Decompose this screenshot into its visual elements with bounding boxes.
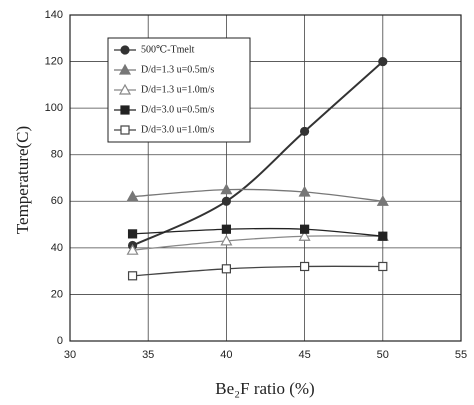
legend-label: D/d=3.0 u=0.5m/s — [141, 104, 214, 115]
y-tick-label: 140 — [45, 9, 63, 21]
marker — [126, 190, 139, 202]
marker — [221, 196, 231, 206]
marker — [221, 224, 231, 234]
marker — [298, 185, 311, 197]
y-tick-label: 100 — [45, 102, 63, 114]
series-line — [132, 188, 383, 202]
marker — [127, 271, 138, 281]
marker — [120, 125, 130, 135]
y-axis-title: Temperature(C) — [13, 126, 32, 234]
marker — [376, 195, 389, 206]
marker — [120, 105, 130, 115]
marker — [221, 264, 231, 274]
marker — [300, 224, 310, 234]
x-tick-label: 30 — [64, 349, 76, 361]
x-tick-label: 55 — [455, 349, 467, 361]
marker — [378, 231, 388, 241]
x-tick-label: 40 — [220, 349, 232, 361]
y-tick-label: 60 — [51, 195, 63, 207]
marker — [378, 261, 388, 272]
x-tick-label: 35 — [142, 349, 154, 361]
x-tick-label: 45 — [298, 349, 310, 361]
marker — [127, 229, 138, 239]
marker — [298, 229, 311, 241]
marker — [220, 234, 233, 246]
y-tick-label: 80 — [51, 149, 63, 161]
y-tick-label: 120 — [45, 55, 63, 67]
plot-frame — [69, 14, 462, 342]
legend-label: D/d=3.0 u=1.0m/s — [141, 124, 214, 135]
series-line — [132, 227, 383, 237]
marker — [378, 56, 388, 67]
marker — [300, 261, 310, 272]
marker — [120, 45, 130, 55]
marker — [126, 243, 139, 255]
series-line — [132, 235, 383, 251]
legend-label: D/d=1.3 u=1.0m/s — [141, 84, 214, 95]
marker — [118, 83, 132, 95]
x-tick-label: 50 — [377, 349, 389, 361]
series-line — [132, 60, 384, 247]
series-line — [132, 265, 383, 277]
y-tick-label: 20 — [51, 288, 63, 300]
marker — [220, 183, 233, 195]
legend-label: D/d=1.3 u=0.5m/s — [141, 64, 214, 75]
marker — [300, 126, 310, 137]
marker — [118, 63, 132, 75]
y-tick-label: 40 — [51, 242, 63, 254]
x-axis-title: Be₂F ratio (%) — [215, 379, 314, 398]
legend-label: 500℃-Tmelt — [141, 44, 195, 55]
y-tick-label: 0 — [57, 335, 63, 347]
